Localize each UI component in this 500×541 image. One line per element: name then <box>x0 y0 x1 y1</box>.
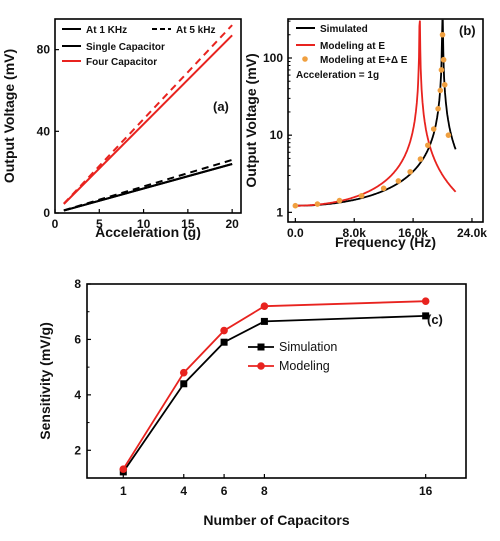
x-tick-label: 1 <box>120 484 127 498</box>
x-tick-label: 8.0k <box>343 226 367 240</box>
legend-marker <box>302 56 308 62</box>
y-tick-label: 10 <box>270 128 284 142</box>
data-marker <box>437 87 444 94</box>
legend-label: Simulated <box>320 24 368 35</box>
x-tick-label: 16 <box>419 484 433 498</box>
data-marker <box>441 81 448 88</box>
x-tick-label: 24.0k <box>457 226 487 240</box>
x-tick-label: 8 <box>261 484 268 498</box>
panel-b: 0.0 8.0k 16.0k 24.0k 1 10 100 Simulated Modeling… <box>243 18 487 250</box>
panel-b-frame <box>287 18 484 223</box>
legend-label: Simulation <box>279 340 337 354</box>
legend-a: At 1 KHz At 5 kHz Single Capacitor Four Cap… <box>62 25 215 68</box>
data-marker <box>417 156 424 162</box>
y-axis-label: Sensitivity (mV/g) <box>37 322 53 439</box>
legend-label: Modeling <box>279 359 330 373</box>
y-tick-label: 0 <box>43 206 50 220</box>
data-marker <box>260 302 269 310</box>
legend-marker <box>257 343 265 351</box>
data-marker <box>439 31 446 38</box>
x-axis-label: Frequency (Hz) <box>335 234 436 250</box>
data-marker <box>407 169 413 175</box>
data-marker <box>260 317 268 325</box>
panel-label: (a) <box>213 99 229 114</box>
x-axis-label: Acceleration (g) <box>95 224 201 240</box>
y-tick-label: 40 <box>37 124 51 138</box>
series-line <box>63 24 233 205</box>
legend-label: At 5 kHz <box>176 25 215 36</box>
annotation: Acceleration = 1g <box>296 70 379 81</box>
series-line <box>63 34 233 205</box>
y-tick-label: 8 <box>74 277 81 291</box>
x-tick-label: 5 <box>96 217 103 231</box>
data-marker <box>358 192 365 199</box>
legend-label: At 1 KHz <box>86 25 127 36</box>
panel-label: (b) <box>459 23 476 38</box>
legend-label: Modeling at E <box>320 41 385 52</box>
y-axis-label: Output Voltage (mV) <box>1 49 17 183</box>
y-tick-label: 80 <box>37 43 51 57</box>
panel-a: 0 5 10 15 20 0 40 80 At 1 KHz At 5 kHz Single Capa… <box>1 18 242 240</box>
data-marker <box>314 201 321 207</box>
legend-b: Simulated Modeling at E Modeling at E+Δ E <box>296 24 408 66</box>
series-line <box>122 315 426 473</box>
x-tick-label: 20 <box>225 217 239 231</box>
data-marker <box>292 202 299 209</box>
series-line <box>63 163 233 212</box>
y-tick-label: 2 <box>74 443 81 457</box>
legend-label: Modeling at E+Δ E <box>320 55 408 66</box>
x-axis-label: Number of Capacitors <box>203 512 349 528</box>
panel-c-frame <box>86 283 467 479</box>
panel-label: (c) <box>427 312 443 327</box>
y-tick-label: 1 <box>276 205 283 219</box>
series-line <box>122 300 426 470</box>
legend-marker <box>257 362 265 370</box>
y-tick-label: 4 <box>74 388 81 402</box>
y-tick-label: 100 <box>263 51 283 65</box>
y-axis-label: Output Voltage (mV) <box>243 53 259 187</box>
data-marker <box>220 326 228 335</box>
x-tick-label: 15 <box>181 217 195 231</box>
data-marker <box>180 380 188 388</box>
data-marker <box>425 142 431 149</box>
panel-a-frame <box>54 18 242 214</box>
x-tick-label: 4 <box>180 484 187 498</box>
data-marker <box>421 297 430 305</box>
x-tick-label: 6 <box>221 484 228 498</box>
x-tick-label: 10 <box>137 217 151 231</box>
data-marker <box>179 368 188 377</box>
data-marker <box>336 197 343 204</box>
data-marker <box>430 126 437 132</box>
data-marker <box>422 312 430 320</box>
legend-label: Single Capacitor <box>86 42 165 53</box>
data-marker <box>438 67 445 73</box>
data-marker <box>440 56 447 63</box>
x-tick-label: 16.0k <box>398 226 428 240</box>
legend-label: Four Capacitor <box>86 57 157 68</box>
legend-c: Simulation Modeling <box>248 340 337 373</box>
data-marker <box>119 465 128 473</box>
y-tick-label: 6 <box>74 332 81 346</box>
data-marker <box>445 132 452 138</box>
data-marker <box>380 185 387 192</box>
data-marker <box>435 105 441 112</box>
data-marker <box>220 338 228 346</box>
data-marker <box>395 178 402 184</box>
x-tick-label: 0 <box>52 217 59 231</box>
x-tick-label: 0.0 <box>287 226 304 240</box>
